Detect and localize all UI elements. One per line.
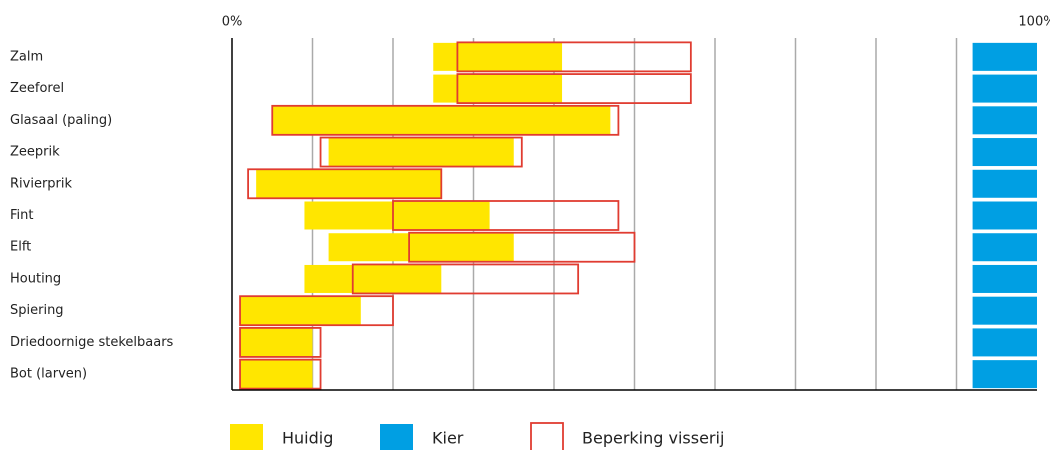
category-label: Bot (larven) xyxy=(10,367,87,382)
range-bar xyxy=(972,106,1037,135)
range-bar xyxy=(972,201,1037,230)
category-label: Spiering xyxy=(10,303,64,318)
range-outline xyxy=(271,104,620,136)
range-bar xyxy=(433,74,563,103)
range-bar xyxy=(972,264,1037,293)
category-label: Zeeprik xyxy=(10,145,60,160)
range-bar xyxy=(972,74,1037,103)
category-label: Fint xyxy=(10,208,33,223)
legend-label: Huidig xyxy=(282,429,333,448)
category-label: Glasaal (paling) xyxy=(10,113,112,128)
range-bar xyxy=(304,264,442,293)
category-label: Zeeforel xyxy=(10,81,64,96)
range-bar xyxy=(328,233,514,262)
range-outline xyxy=(392,200,620,231)
category-label: Houting xyxy=(10,271,61,286)
range-outline xyxy=(239,327,322,358)
legend-label: Kier xyxy=(432,429,464,448)
range-outline xyxy=(456,73,692,104)
range-bar xyxy=(240,360,313,389)
range-bar xyxy=(272,106,611,135)
legend-swatch xyxy=(530,422,564,450)
range-bar xyxy=(328,138,514,167)
category-label: Elft xyxy=(10,240,31,255)
range-bar xyxy=(972,169,1037,198)
range-bar xyxy=(972,296,1037,325)
range-outline xyxy=(456,41,692,73)
category-label: Driedoornige stekelbaars xyxy=(10,335,174,350)
range-bar xyxy=(972,328,1037,357)
x-tick-label: 0% xyxy=(222,15,243,30)
legend-swatch xyxy=(230,424,263,450)
legend-label: Beperking visserij xyxy=(582,429,724,448)
range-outline xyxy=(408,231,636,263)
range-bar xyxy=(972,42,1037,71)
range-outline xyxy=(319,136,523,168)
legend-swatch xyxy=(380,424,413,450)
range-bar xyxy=(240,328,313,357)
range-outline xyxy=(239,358,322,390)
range-outline xyxy=(247,168,443,200)
range-bar xyxy=(972,360,1037,389)
range-bar xyxy=(304,201,490,230)
x-tick-label: 100% xyxy=(1018,15,1050,30)
category-label: Rivierprik xyxy=(10,176,73,191)
range-bar xyxy=(256,169,442,198)
range-outline xyxy=(239,295,394,327)
category-label: Zalm xyxy=(10,49,43,64)
range-bar xyxy=(240,296,361,325)
range-bar xyxy=(433,42,563,71)
range-bar xyxy=(972,138,1037,167)
range-outline xyxy=(351,263,580,295)
range-bar xyxy=(972,233,1037,262)
